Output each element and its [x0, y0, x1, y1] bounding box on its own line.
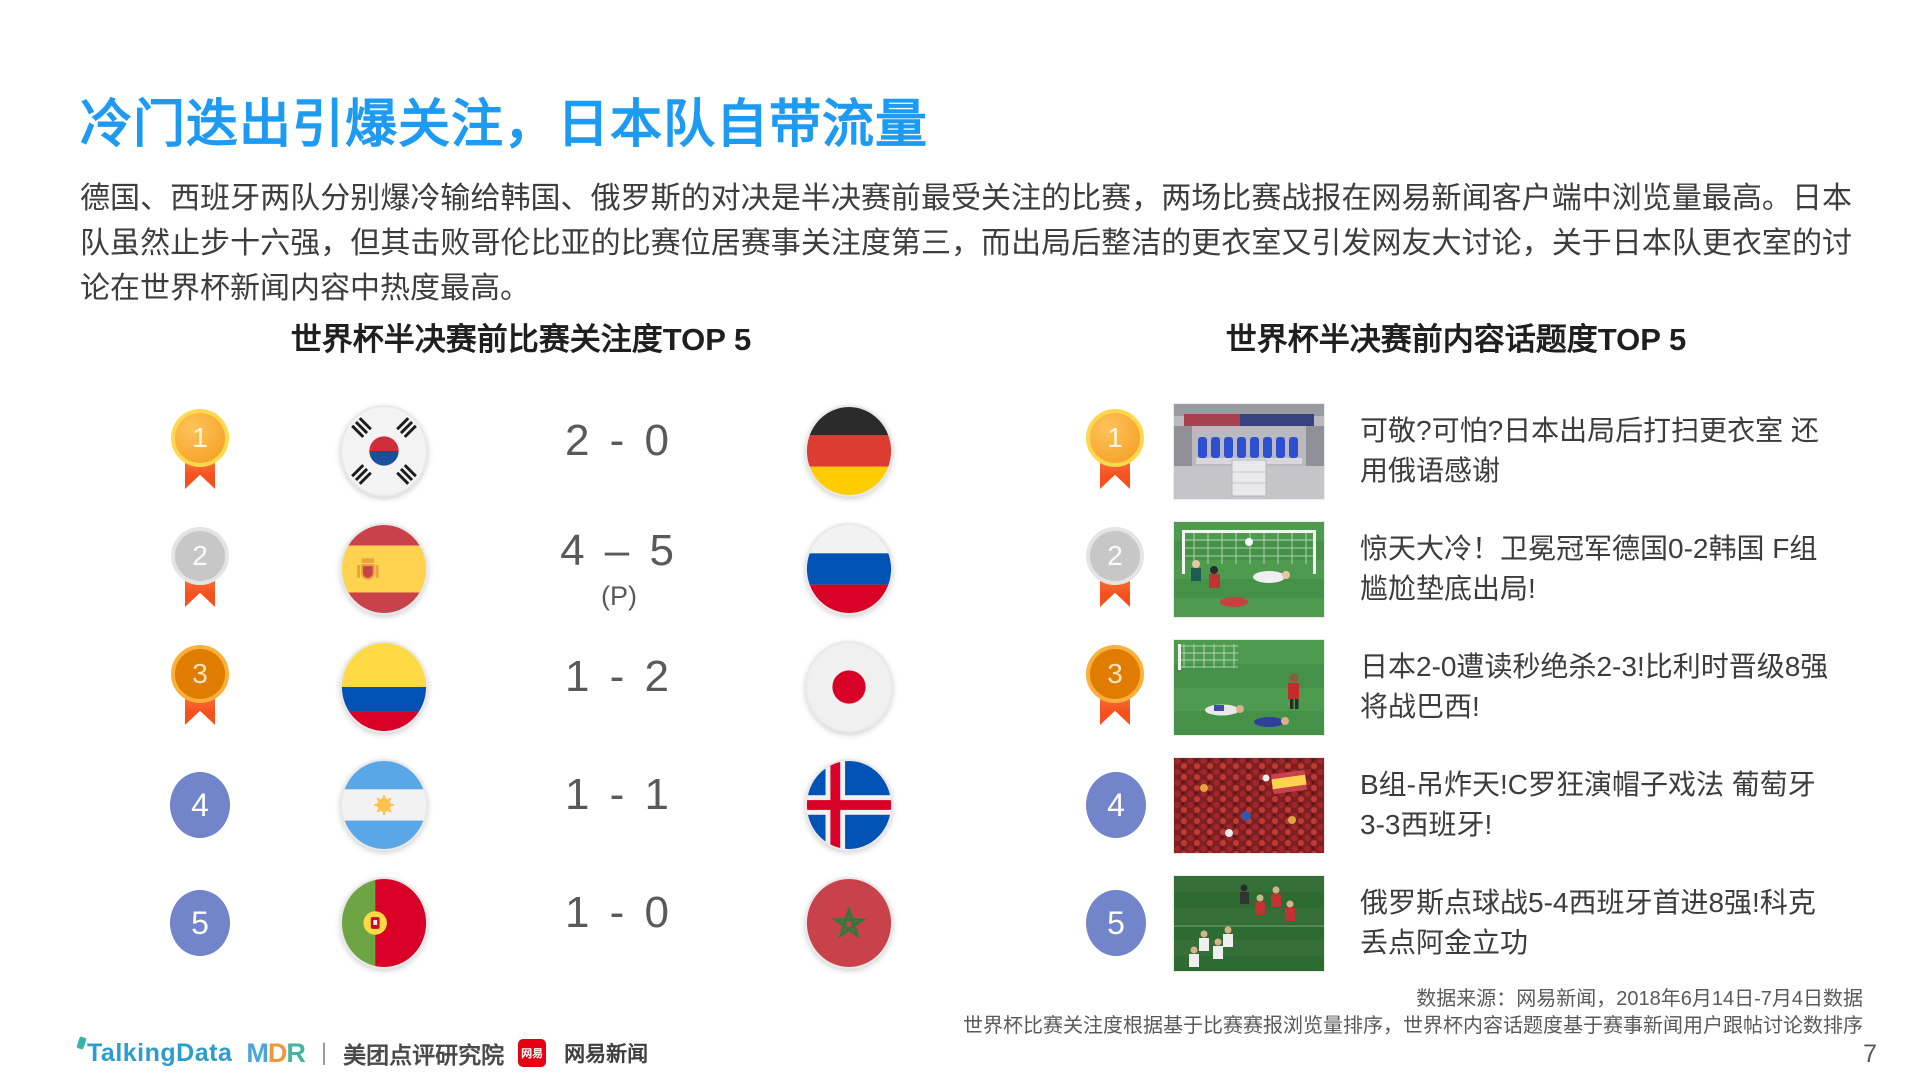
rank-number: 2: [1086, 527, 1144, 585]
flag-germany-icon: [804, 405, 894, 497]
rank-1-gold-medal-icon: 1: [1086, 405, 1144, 497]
flag-colombia-icon: [339, 641, 429, 733]
match-score: 1 - 2: [564, 652, 674, 701]
locker-room-thumbnail: [1174, 403, 1324, 499]
rank-number: 5: [1086, 890, 1146, 956]
score-note: [565, 709, 673, 719]
match-row-4: 4 1 - 1: [116, 746, 944, 864]
flag-morocco-icon: [804, 877, 894, 969]
players-on-pitch-thumbnail: [1174, 639, 1324, 735]
page-title: 冷门迭出引爆关注，日本队自带流量: [80, 96, 929, 154]
rank-4-badge: 4: [1086, 772, 1146, 838]
rank-4-badge: 4: [170, 772, 230, 838]
rank-number: 4: [170, 772, 230, 838]
rank-number: 4: [1086, 772, 1146, 838]
rank-number: 1: [171, 409, 229, 467]
page-number: 7: [1863, 1040, 1877, 1068]
flag-portugal-icon: [339, 877, 429, 969]
topic-row-1: 1 可敬?可怕?日本出局: [1086, 392, 1846, 510]
talkingdata-wordmark: TalkingData: [87, 1038, 233, 1067]
topic-headline: 日本2-0遭读秒绝杀2-3!比利时晋级8强将战巴西!: [1360, 651, 1829, 722]
rank-2-silver-medal-icon: 2: [171, 523, 229, 615]
flag-japan-icon: [804, 641, 894, 733]
netease-news-label: 网易新闻: [564, 1043, 649, 1066]
rank-3-bronze-medal-icon: 3: [171, 641, 229, 733]
talkingdata-tick-icon: [76, 1035, 87, 1050]
flag-iceland-icon: [804, 759, 894, 851]
match-row-5: 5 1 - 0: [116, 864, 944, 982]
score-cell: 1 - 0: [565, 891, 673, 955]
flag-spain-icon: [339, 523, 429, 615]
penalty-note: (P): [601, 580, 637, 611]
flag-russia-icon: [804, 523, 894, 615]
rank-number: 2: [171, 527, 229, 585]
topic-headline: 俄罗斯点球战5-4西班牙首进8强!科克丢点阿金立功: [1360, 887, 1816, 958]
match-attention-panel: 1 2 - 0: [116, 392, 944, 982]
score-note: [565, 827, 673, 837]
score-cell: 4 – 5 (P): [560, 525, 678, 611]
intro-paragraph: 德国、西班牙两队分别爆冷输给韩国、俄罗斯的对决是半决赛前最受关注的比赛，两场比赛…: [80, 182, 1852, 305]
source-line-1: 数据来源：网易新闻，2018年6月14日-7月4日数据: [1416, 988, 1863, 1010]
red-fans-crowd-thumbnail: [1174, 757, 1324, 853]
match-row-3: 3 1 - 2: [116, 628, 944, 746]
talkingdata-logo: TalkingData: [76, 1035, 233, 1068]
meituan-dianping-institute-label: 美团点评研究院: [343, 1042, 505, 1068]
players-celebration-thumbnail: [1174, 875, 1324, 971]
topic-panel: 1 可敬?可怕?日本出局: [1086, 392, 1846, 982]
topic-headline: B组-吊炸天!C罗狂演帽子戏法 葡萄牙3-3西班牙!: [1360, 769, 1816, 840]
logo-separator: |: [320, 1039, 328, 1066]
score-cell: 1 - 1: [565, 773, 673, 837]
score-note: [565, 945, 673, 955]
rank-5-badge: 5: [170, 890, 230, 956]
goal-scene-thumbnail: [1174, 521, 1324, 617]
match-row-2: 2 4 – 5 (P): [116, 510, 944, 628]
score-cell: 2 - 0: [565, 419, 673, 483]
match-score: 2 - 0: [564, 416, 674, 465]
flag-argentina-icon: [339, 759, 429, 851]
topic-panel-heading: 世界杯半决赛前内容话题度TOP 5: [1225, 322, 1687, 357]
match-row-1: 1 2 - 0: [116, 392, 944, 510]
rank-number: 3: [171, 645, 229, 703]
match-score: 1 - 1: [564, 770, 674, 819]
mdr-logo: M D R: [246, 1037, 305, 1068]
data-source-note: 数据来源：网易新闻，2018年6月14日-7月4日数据 世界杯比赛关注度根据基于…: [963, 986, 1863, 1040]
match-score: 1 - 0: [564, 888, 674, 937]
rank-3-bronze-medal-icon: 3: [1086, 641, 1144, 733]
rank-number: 1: [1086, 409, 1144, 467]
topic-row-4: 4: [1086, 746, 1846, 864]
match-panel-heading: 世界杯半决赛前比赛关注度TOP 5: [290, 322, 752, 357]
rank-number: 5: [170, 890, 230, 956]
netease-logo-icon: 网易: [518, 1039, 547, 1067]
topic-headline: 可敬?可怕?日本出局后打扫更衣室 还用俄语感谢: [1360, 415, 1819, 486]
topic-row-3: 3 日本2-0遭读秒绝杀2-3!比利时晋级8强: [1086, 628, 1846, 746]
footer-logos: TalkingData M D R | 美团点评研究院 网易 网易新闻: [76, 1035, 649, 1068]
topic-row-5: 5 俄罗斯点球战5-4西班牙首进8强!科克丢: [1086, 864, 1846, 982]
rank-5-badge: 5: [1086, 890, 1146, 956]
flag-south-korea-icon: [339, 405, 429, 497]
match-score: 4 – 5: [560, 525, 678, 575]
score-note: [565, 473, 673, 483]
score-cell: 1 - 2: [565, 655, 673, 719]
topic-row-2: 2 惊天大冷！卫冕冠军德国0-2韩国 F组: [1086, 510, 1846, 628]
source-line-2: 世界杯比赛关注度根据基于比赛赛报浏览量排序，世界杯内容话题度基于赛事新闻用户跟帖…: [963, 1015, 1863, 1037]
topic-headline: 惊天大冷！卫冕冠军德国0-2韩国 F组尴尬垫底出局!: [1360, 533, 1818, 604]
rank-2-silver-medal-icon: 2: [1086, 523, 1144, 615]
rank-1-gold-medal-icon: 1: [171, 405, 229, 497]
rank-number: 3: [1086, 645, 1144, 703]
